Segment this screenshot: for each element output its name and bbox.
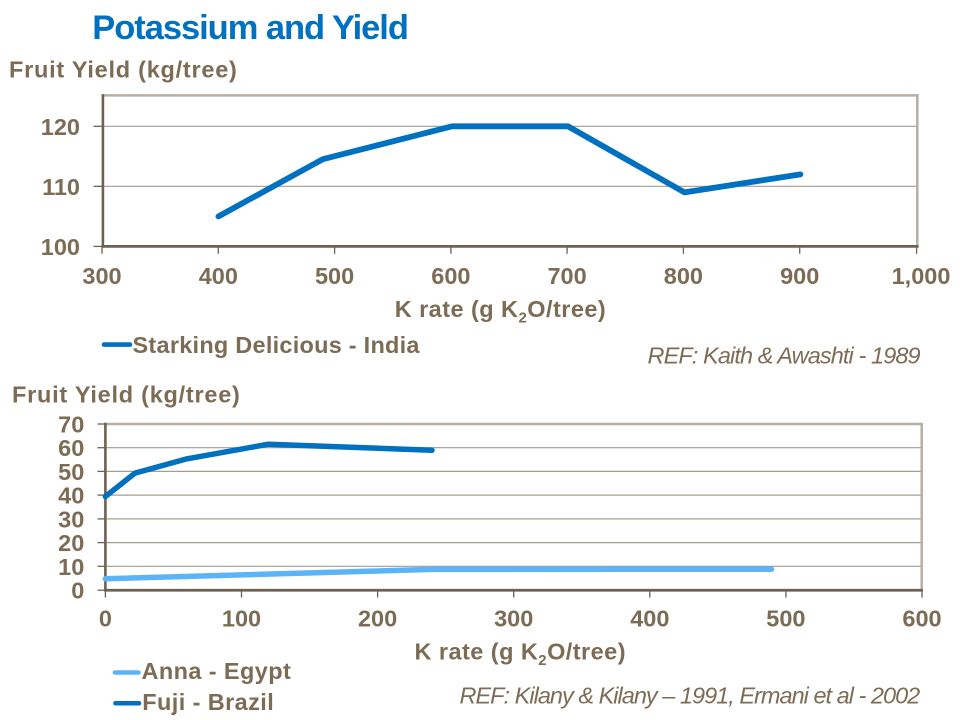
svg-text:Fruit Yield (kg/tree): Fruit Yield (kg/tree) bbox=[12, 382, 241, 408]
svg-text:110: 110 bbox=[42, 174, 80, 200]
svg-text:0: 0 bbox=[71, 578, 84, 604]
svg-text:K rate (g K2O/tree): K rate (g K2O/tree) bbox=[395, 296, 606, 327]
svg-text:1,000: 1,000 bbox=[892, 263, 951, 289]
svg-text:600: 600 bbox=[431, 263, 470, 289]
svg-text:900: 900 bbox=[780, 263, 819, 289]
svg-text:600: 600 bbox=[902, 606, 941, 632]
svg-text:400: 400 bbox=[630, 606, 669, 632]
svg-text:50: 50 bbox=[58, 459, 84, 485]
svg-text:0: 0 bbox=[99, 606, 112, 632]
svg-text:REF: Kaith & Awashti - 1989: REF: Kaith & Awashti - 1989 bbox=[648, 343, 921, 369]
svg-text:500: 500 bbox=[315, 263, 354, 289]
svg-text:300: 300 bbox=[494, 606, 533, 632]
svg-text:Starking Delicious - India: Starking Delicious - India bbox=[133, 332, 421, 358]
svg-text:400: 400 bbox=[199, 263, 238, 289]
svg-text:100: 100 bbox=[41, 234, 80, 260]
svg-text:20: 20 bbox=[58, 530, 84, 556]
svg-text:K rate (g K2O/tree): K rate (g K2O/tree) bbox=[415, 639, 626, 670]
svg-text:200: 200 bbox=[358, 606, 397, 632]
svg-text:100: 100 bbox=[222, 606, 261, 632]
svg-text:120: 120 bbox=[41, 114, 80, 140]
svg-text:500: 500 bbox=[766, 606, 805, 632]
svg-text:Anna - Egypt: Anna - Egypt bbox=[142, 658, 292, 684]
svg-text:700: 700 bbox=[547, 263, 586, 289]
svg-text:REF: Kilany & Kilany – 1991, E: REF: Kilany & Kilany – 1991, Ermani et a… bbox=[460, 682, 921, 708]
svg-text:30: 30 bbox=[58, 506, 84, 532]
svg-text:Fruit Yield (kg/tree): Fruit Yield (kg/tree) bbox=[9, 56, 238, 82]
svg-text:Fuji - Brazil: Fuji - Brazil bbox=[142, 689, 274, 715]
svg-text:300: 300 bbox=[82, 263, 121, 289]
svg-text:70: 70 bbox=[58, 412, 84, 438]
svg-text:10: 10 bbox=[58, 554, 84, 580]
svg-text:60: 60 bbox=[58, 435, 84, 461]
svg-text:800: 800 bbox=[664, 263, 703, 289]
svg-text:Potassium and Yield: Potassium and Yield bbox=[92, 9, 408, 47]
svg-text:40: 40 bbox=[58, 483, 84, 509]
